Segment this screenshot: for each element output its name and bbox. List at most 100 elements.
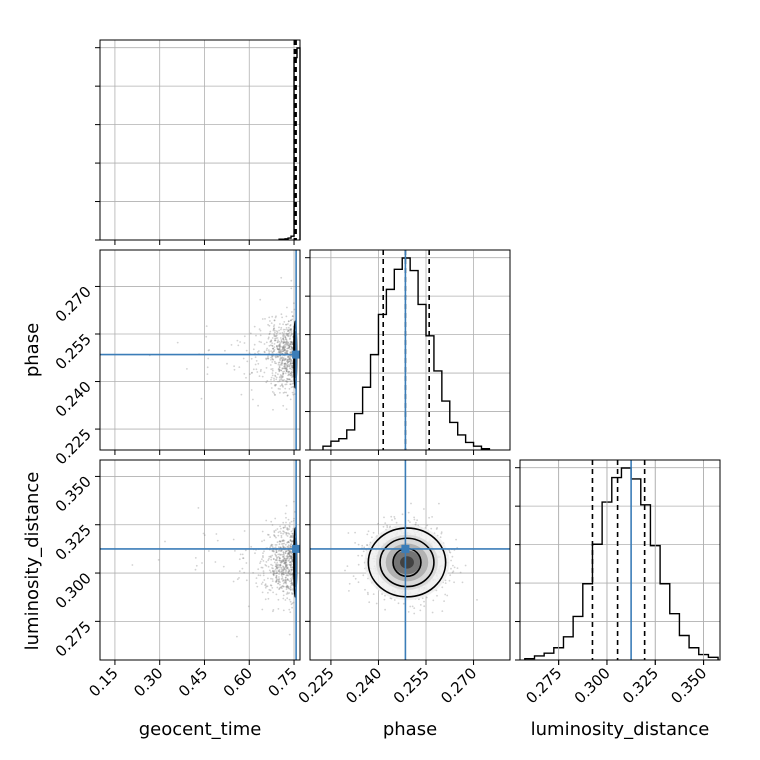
sample-point xyxy=(276,556,279,559)
sample-point xyxy=(288,365,291,368)
sample-point xyxy=(208,349,211,351)
sample-point xyxy=(288,528,291,530)
sample-point xyxy=(283,346,285,349)
sample-point xyxy=(280,571,283,574)
sample-point xyxy=(286,361,289,364)
sample-point xyxy=(382,525,385,528)
sample-point xyxy=(289,573,291,575)
sample-point xyxy=(291,366,294,369)
sample-point xyxy=(415,521,417,524)
sample-point xyxy=(284,599,287,601)
sample-point xyxy=(290,555,293,558)
sample-point xyxy=(284,581,287,583)
sample-point xyxy=(281,570,284,572)
sample-point xyxy=(273,392,275,394)
sample-point xyxy=(284,561,287,564)
sample-point xyxy=(279,337,282,339)
sample-point xyxy=(289,367,291,369)
sample-point xyxy=(284,562,286,564)
sample-point xyxy=(266,347,268,350)
sample-point xyxy=(238,570,241,573)
sample-point xyxy=(255,582,258,584)
sample-point xyxy=(280,377,283,379)
sample-point xyxy=(289,555,292,558)
sample-point xyxy=(280,369,283,372)
sample-point xyxy=(272,329,275,332)
sample-point xyxy=(459,571,462,574)
sample-point xyxy=(261,608,264,611)
sample-point xyxy=(440,531,443,533)
sample-point xyxy=(249,332,252,335)
sample-point xyxy=(383,598,386,601)
sample-point xyxy=(287,587,290,590)
sample-point xyxy=(443,600,445,602)
panel-content xyxy=(100,250,300,450)
sample-point xyxy=(285,550,287,552)
sample-point xyxy=(390,515,393,518)
sample-point xyxy=(271,578,274,580)
sample-point xyxy=(282,350,284,352)
sample-point xyxy=(290,552,293,554)
sample-point xyxy=(271,554,274,557)
sample-point xyxy=(290,556,293,559)
sample-point xyxy=(286,555,289,558)
sample-point xyxy=(276,347,279,350)
sample-point xyxy=(273,569,276,572)
sample-point xyxy=(290,366,293,369)
sample-point xyxy=(289,348,292,351)
sample-point xyxy=(289,362,292,364)
sample-point xyxy=(290,530,293,533)
sample-point xyxy=(245,349,248,352)
sample-point xyxy=(289,546,292,549)
sample-point xyxy=(289,328,291,331)
sample-point xyxy=(291,566,294,569)
sample-point xyxy=(284,566,287,569)
sample-point xyxy=(272,573,275,576)
sample-point xyxy=(285,339,288,342)
sample-point xyxy=(268,555,271,558)
sample-point xyxy=(274,529,277,532)
sample-point xyxy=(287,326,290,329)
sample-point xyxy=(275,555,278,558)
sample-point xyxy=(290,329,292,331)
sample-point xyxy=(275,565,277,568)
sample-point xyxy=(257,362,260,365)
sample-point xyxy=(256,351,259,353)
sample-point xyxy=(279,359,282,362)
sample-point xyxy=(279,546,282,548)
sample-point xyxy=(281,362,284,364)
sample-point xyxy=(238,366,241,368)
sample-point xyxy=(283,333,285,335)
sample-point xyxy=(274,559,277,562)
sample-point xyxy=(285,588,288,591)
sample-point xyxy=(291,382,294,385)
sample-point xyxy=(288,554,291,557)
sample-point xyxy=(290,555,292,557)
sample-point xyxy=(286,368,289,370)
panel-content xyxy=(310,460,510,660)
sample-point xyxy=(282,539,285,541)
sample-point xyxy=(285,351,288,354)
sample-point xyxy=(282,372,285,375)
sample-point xyxy=(275,563,277,566)
sample-point xyxy=(270,376,273,379)
sample-point xyxy=(289,540,292,543)
sample-point xyxy=(261,375,264,378)
sample-point xyxy=(236,339,239,342)
sample-point xyxy=(290,550,292,553)
sample-point xyxy=(291,572,294,574)
sample-point xyxy=(282,590,285,593)
sample-point xyxy=(288,569,291,572)
sample-point xyxy=(267,336,270,339)
sample-point xyxy=(282,560,285,563)
sample-point xyxy=(289,351,292,354)
sample-point xyxy=(271,351,274,353)
sample-point xyxy=(247,605,250,608)
sample-point xyxy=(289,343,291,345)
sample-point xyxy=(270,340,272,343)
sample-point xyxy=(278,376,281,379)
sample-point xyxy=(272,558,275,560)
sample-point xyxy=(421,597,424,600)
sample-point xyxy=(282,346,284,349)
sample-point xyxy=(291,533,294,535)
